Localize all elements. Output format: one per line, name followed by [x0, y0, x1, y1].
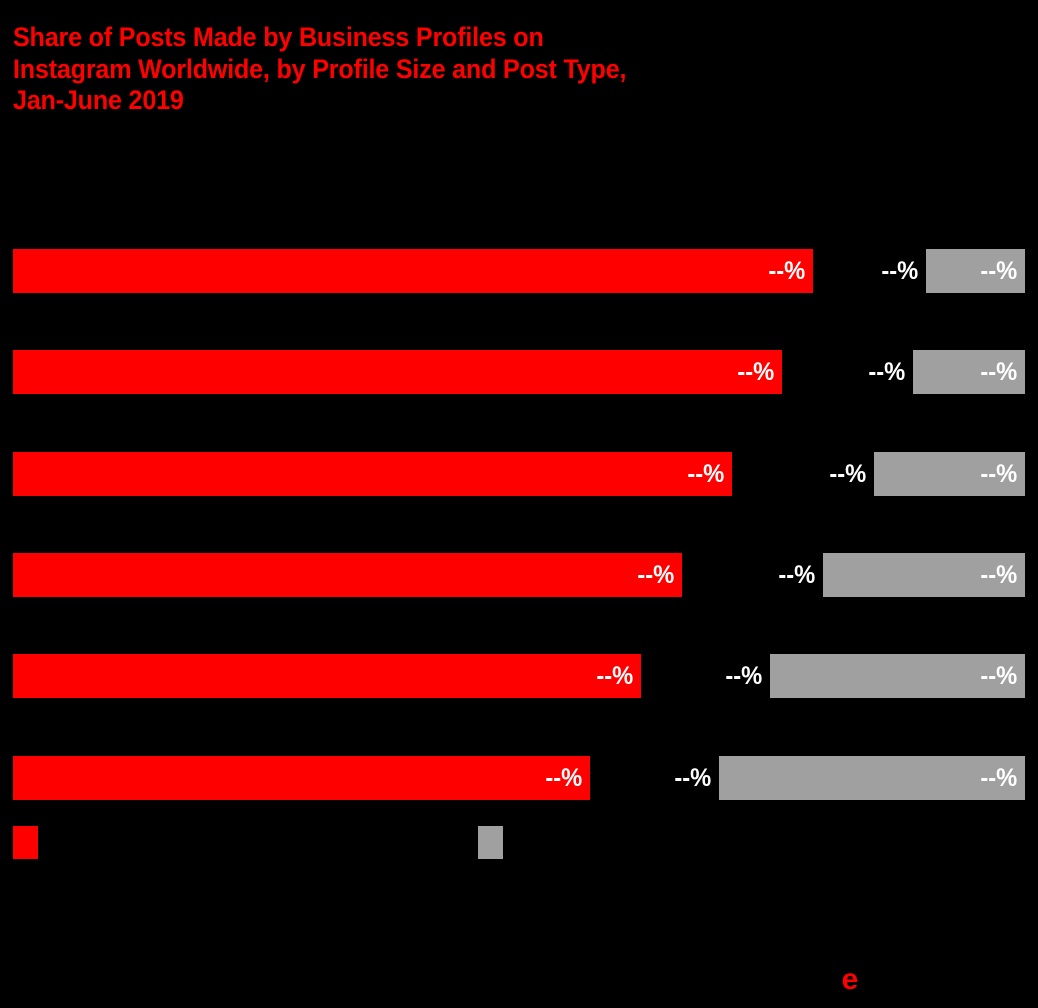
- bar-label-photo: --%: [637, 560, 675, 589]
- bar-segment-carousel[interactable]: --%: [590, 756, 719, 800]
- bar-row: --% --% --%: [13, 756, 1025, 800]
- bar-label-carousel: --%: [778, 560, 816, 589]
- plot-area: --% --% --% --% --% --% --%: [0, 240, 1038, 810]
- legend-swatch-photo-icon: [13, 826, 38, 859]
- bar-label-carousel: --%: [725, 661, 763, 690]
- bar-label-photo: --%: [737, 357, 775, 386]
- chart-title: Share of Posts Made by Business Profiles…: [13, 22, 627, 115]
- bar-label-carousel: --%: [674, 763, 712, 792]
- bar-segment-photo[interactable]: --%: [13, 654, 641, 698]
- bar-segment-photo[interactable]: --%: [13, 756, 590, 800]
- bar-segment-carousel[interactable]: --%: [782, 350, 913, 394]
- bar-segment-carousel[interactable]: --%: [682, 553, 823, 597]
- bar-segment-photo[interactable]: --%: [13, 553, 682, 597]
- legend-item-video[interactable]: Video: [478, 826, 561, 859]
- bar-row: --% --% --%: [13, 350, 1025, 394]
- bar-segment-video[interactable]: --%: [719, 756, 1025, 800]
- bar-row: --% --% --%: [13, 452, 1025, 496]
- bar-row: --% --% --%: [13, 553, 1025, 597]
- bar-label-carousel: --%: [868, 357, 906, 386]
- bar-label-photo: --%: [687, 459, 725, 488]
- bar-label-photo: --%: [768, 256, 806, 285]
- bar-segment-video[interactable]: --%: [874, 452, 1025, 496]
- bar-segment-video[interactable]: --%: [770, 654, 1025, 698]
- bar-label-video: --%: [980, 763, 1018, 792]
- emarketer-logo-icon: e: [841, 963, 859, 996]
- bar-row: --% --% --%: [13, 249, 1025, 293]
- legend-label-photo: Photo: [48, 831, 98, 853]
- bar-label-carousel: --%: [829, 459, 867, 488]
- bar-label-video: --%: [980, 256, 1018, 285]
- bar-label-video: --%: [980, 661, 1018, 690]
- legend-item-photo[interactable]: Photo: [13, 826, 98, 859]
- legend-label-video: Video: [513, 831, 562, 853]
- bar-segment-photo[interactable]: --%: [13, 350, 782, 394]
- bar-segment-video[interactable]: --%: [823, 553, 1025, 597]
- bar-label-video: --%: [980, 459, 1018, 488]
- bar-row: --% --% --%: [13, 654, 1025, 698]
- bar-segment-carousel[interactable]: --%: [732, 452, 874, 496]
- bar-segment-carousel[interactable]: --%: [813, 249, 926, 293]
- bar-label-photo: --%: [545, 763, 583, 792]
- bar-segment-photo[interactable]: --%: [13, 249, 813, 293]
- bar-label-carousel: --%: [881, 256, 919, 285]
- bar-label-video: --%: [980, 357, 1018, 386]
- bar-label-photo: --%: [596, 661, 634, 690]
- chart-legend: Photo Video: [0, 826, 1038, 866]
- bar-segment-carousel[interactable]: --%: [641, 654, 770, 698]
- bar-label-video: --%: [980, 560, 1018, 589]
- bar-segment-video[interactable]: --%: [926, 249, 1025, 293]
- legend-swatch-video-icon: [478, 826, 503, 859]
- bar-segment-video[interactable]: --%: [913, 350, 1025, 394]
- bar-segment-photo[interactable]: --%: [13, 452, 732, 496]
